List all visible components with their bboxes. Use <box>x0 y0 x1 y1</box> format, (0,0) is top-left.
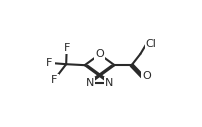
Text: F: F <box>63 43 70 53</box>
Text: N: N <box>86 78 95 88</box>
Text: Cl: Cl <box>146 39 157 49</box>
Text: N: N <box>105 78 113 88</box>
Text: O: O <box>95 49 104 59</box>
Text: F: F <box>46 58 53 68</box>
Text: O: O <box>142 71 151 81</box>
Text: F: F <box>51 75 58 85</box>
